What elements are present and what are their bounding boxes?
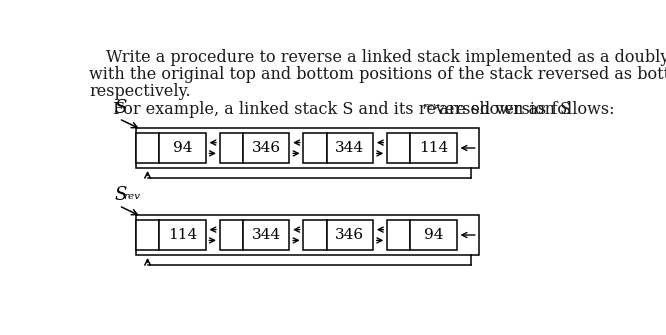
Text: S: S <box>115 99 127 117</box>
Bar <box>136 128 478 168</box>
Text: rev: rev <box>422 102 440 111</box>
Bar <box>220 133 243 162</box>
Text: S: S <box>115 186 127 204</box>
Bar <box>387 220 410 250</box>
Text: 346: 346 <box>252 141 280 155</box>
Bar <box>220 220 243 250</box>
Text: 114: 114 <box>168 228 197 242</box>
Bar <box>136 215 478 255</box>
Bar <box>243 220 290 250</box>
Bar <box>159 220 206 250</box>
Bar <box>243 133 290 162</box>
Text: 94: 94 <box>172 141 192 155</box>
Text: with the original top and bottom positions of the stack reversed as bottom and t: with the original top and bottom positio… <box>89 66 666 83</box>
Bar <box>326 220 373 250</box>
Bar <box>303 133 326 162</box>
Text: are shown as follows:: are shown as follows: <box>434 101 614 118</box>
Bar <box>410 220 457 250</box>
Text: Write a procedure to reverse a linked stack implemented as a doubly linked list,: Write a procedure to reverse a linked st… <box>107 50 666 66</box>
Bar <box>326 133 373 162</box>
Bar <box>136 133 159 162</box>
Bar <box>387 133 410 162</box>
Text: For example, a linked stack S and its reversed version S: For example, a linked stack S and its re… <box>113 101 571 118</box>
Bar <box>159 133 206 162</box>
Bar <box>136 220 159 250</box>
Text: 344: 344 <box>252 228 280 242</box>
Text: 346: 346 <box>335 228 364 242</box>
Text: 114: 114 <box>419 141 448 155</box>
Bar <box>410 133 457 162</box>
Text: 344: 344 <box>335 141 364 155</box>
Bar <box>303 220 326 250</box>
Text: respectively.: respectively. <box>89 83 191 100</box>
Text: 94: 94 <box>424 228 444 242</box>
Text: rev: rev <box>123 192 140 201</box>
